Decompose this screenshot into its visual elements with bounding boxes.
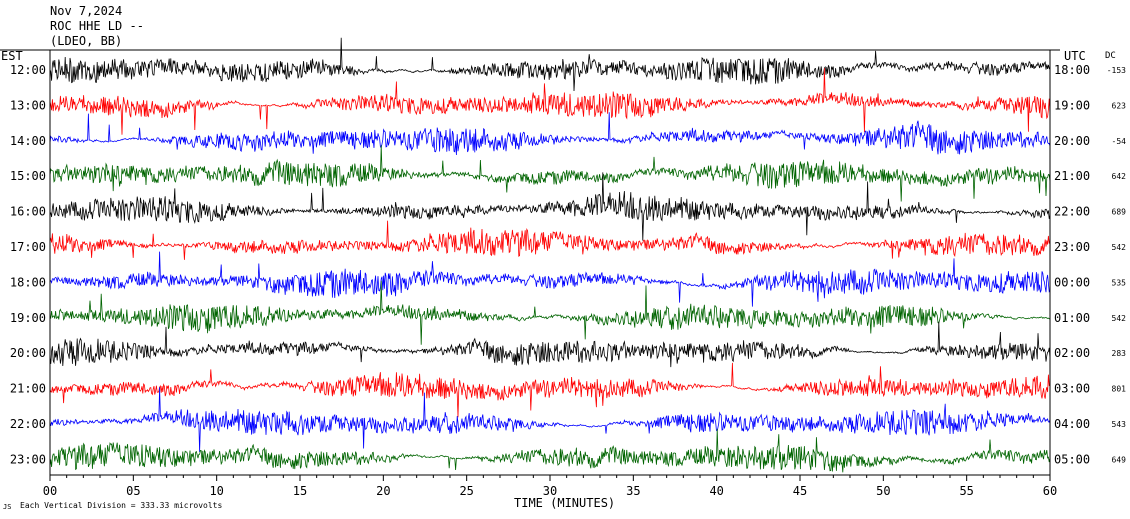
date-label: Nov 7,2024	[50, 4, 123, 18]
utc-axis-label: UTC	[1064, 49, 1086, 63]
seismic-trace-line	[49, 251, 1051, 307]
seismic-trace-line	[49, 321, 1051, 368]
seismic-trace-line	[49, 220, 1051, 260]
utc-hour-label: 03:00	[1054, 382, 1090, 396]
utc-hour-label: 21:00	[1054, 169, 1090, 183]
x-tick-label: 10	[209, 484, 223, 498]
utc-hour-label: 20:00	[1054, 134, 1090, 148]
seismic-trace-line	[49, 68, 1051, 135]
est-hour-label: 23:00	[10, 452, 46, 466]
dc-offset-label: 542	[1112, 243, 1127, 252]
seismic-trace-line	[49, 428, 1051, 473]
est-hour-label: 16:00	[10, 205, 46, 219]
x-tick-group: 00 05 10 15 20 25 30 35 40 45 50 55 60	[43, 475, 1057, 498]
utc-hour-label: 02:00	[1054, 346, 1090, 360]
est-hour-label: 18:00	[10, 275, 46, 289]
utc-hour-label: 00:00	[1054, 275, 1090, 289]
footer-mark: JS	[3, 503, 11, 511]
dc-offset-label: 543	[1112, 420, 1127, 429]
dc-offset-label: 542	[1112, 314, 1127, 323]
est-hour-label: 15:00	[10, 169, 46, 183]
seismic-trace-line	[49, 37, 1051, 92]
x-tick-label: 45	[793, 484, 807, 498]
vertical-division-note: Each Vertical Division = 333.33 microvol…	[20, 501, 222, 510]
x-tick-label: 55	[959, 484, 973, 498]
seismic-trace-line	[49, 112, 1051, 156]
trace-group	[49, 37, 1051, 473]
dc-offset-label: -153	[1107, 66, 1126, 75]
utc-hour-label: 18:00	[1054, 63, 1090, 77]
dc-offset-label: 689	[1112, 208, 1127, 217]
dc-offset-label: 535	[1112, 278, 1127, 287]
network-label: (LDEO, BB)	[50, 34, 123, 48]
x-tick-label: 35	[626, 484, 640, 498]
utc-hour-label: 05:00	[1054, 452, 1090, 466]
est-axis-label: EST	[1, 49, 23, 63]
dc-offset-label: 649	[1112, 455, 1127, 464]
utc-hour-label: 01:00	[1054, 311, 1090, 325]
utc-hour-label: 23:00	[1054, 240, 1090, 254]
dc-column-label: DC	[1105, 51, 1116, 61]
x-tick-label: 25	[459, 484, 473, 498]
est-hour-label: 21:00	[10, 382, 46, 396]
utc-hour-label: 04:00	[1054, 417, 1090, 431]
dc-offset-label: -54	[1112, 137, 1127, 146]
x-tick-label: 50	[876, 484, 890, 498]
dc-offset-label: 623	[1112, 101, 1127, 110]
row-label-group: 12:00 18:00 -153 13:00 19:00 623 14:00 20:00 -54…	[10, 63, 1126, 466]
est-hour-label: 20:00	[10, 346, 46, 360]
x-axis-title: TIME (MINUTES)	[514, 496, 615, 510]
x-tick-label: 00	[43, 484, 57, 498]
x-tick-label: 30	[543, 484, 557, 498]
est-hour-label: 13:00	[10, 98, 46, 112]
est-hour-label: 19:00	[10, 311, 46, 325]
station-label: ROC HHE LD --	[50, 19, 144, 33]
seismic-trace-line	[49, 145, 1051, 202]
x-tick-label: 05	[126, 484, 140, 498]
seismic-trace-line	[49, 280, 1051, 345]
dc-offset-label: 283	[1112, 349, 1127, 358]
seismic-trace-line	[49, 172, 1051, 241]
est-hour-label: 14:00	[10, 134, 46, 148]
utc-hour-label: 19:00	[1054, 98, 1090, 112]
x-tick-label: 60	[1043, 484, 1057, 498]
x-tick-label: 20	[376, 484, 390, 498]
est-hour-label: 17:00	[10, 240, 46, 254]
x-tick-label: 40	[709, 484, 723, 498]
dc-offset-label: 642	[1112, 172, 1127, 181]
est-hour-label: 22:00	[10, 417, 46, 431]
seismic-trace-line	[49, 387, 1051, 453]
dc-offset-label: 801	[1112, 385, 1127, 394]
seismic-trace-line	[49, 362, 1051, 418]
x-tick-label: 15	[293, 484, 307, 498]
utc-hour-label: 22:00	[1054, 205, 1090, 219]
est-hour-label: 12:00	[10, 63, 46, 77]
